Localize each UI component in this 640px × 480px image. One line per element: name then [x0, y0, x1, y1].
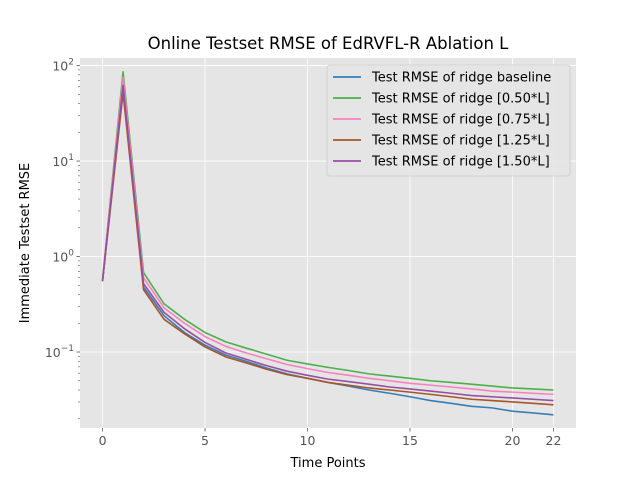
- y-ticks: 10−1 100 101 102: [45, 58, 80, 420]
- legend-label: Test RMSE of ridge [0.50*L]: [371, 92, 550, 107]
- chart-title: Online Testset RMSE of EdRVFL-R Ablation…: [148, 34, 510, 53]
- x-tick-label: 0: [99, 433, 107, 448]
- y-tick-label: 102: [52, 58, 74, 74]
- series-line-4: [101, 84, 554, 402]
- x-tick-label: 5: [201, 433, 209, 448]
- y-tick-label: 100: [52, 249, 74, 265]
- x-tick-label: 22: [546, 433, 562, 448]
- legend-label: Test RMSE of ridge [1.25*L]: [371, 134, 550, 149]
- legend-label: Test RMSE of ridge [1.50*L]: [371, 155, 550, 170]
- x-tick-label: 15: [402, 433, 418, 448]
- y-tick-label: 10−1: [45, 344, 74, 360]
- legend-box: [326, 64, 571, 177]
- legend-label: Test RMSE of ridge baseline: [371, 71, 551, 86]
- series-line-3: [101, 91, 554, 406]
- x-axis-label: Time Points: [290, 456, 366, 471]
- legend-label: Test RMSE of ridge [0.75*L]: [371, 113, 550, 128]
- series-lines: [101, 71, 554, 416]
- x-ticks: 0 5 10 15 20 22: [99, 428, 562, 448]
- y-tick-label: 101: [52, 153, 74, 169]
- y-axis-label: Immediate Testset RMSE: [18, 163, 33, 324]
- x-tick-label: 20: [505, 433, 521, 448]
- legend: Test RMSE of ridge baseline Test RMSE of …: [326, 64, 571, 177]
- series-line-1: [101, 71, 554, 391]
- series-line-2: [101, 76, 554, 396]
- x-tick-label: 10: [300, 433, 316, 448]
